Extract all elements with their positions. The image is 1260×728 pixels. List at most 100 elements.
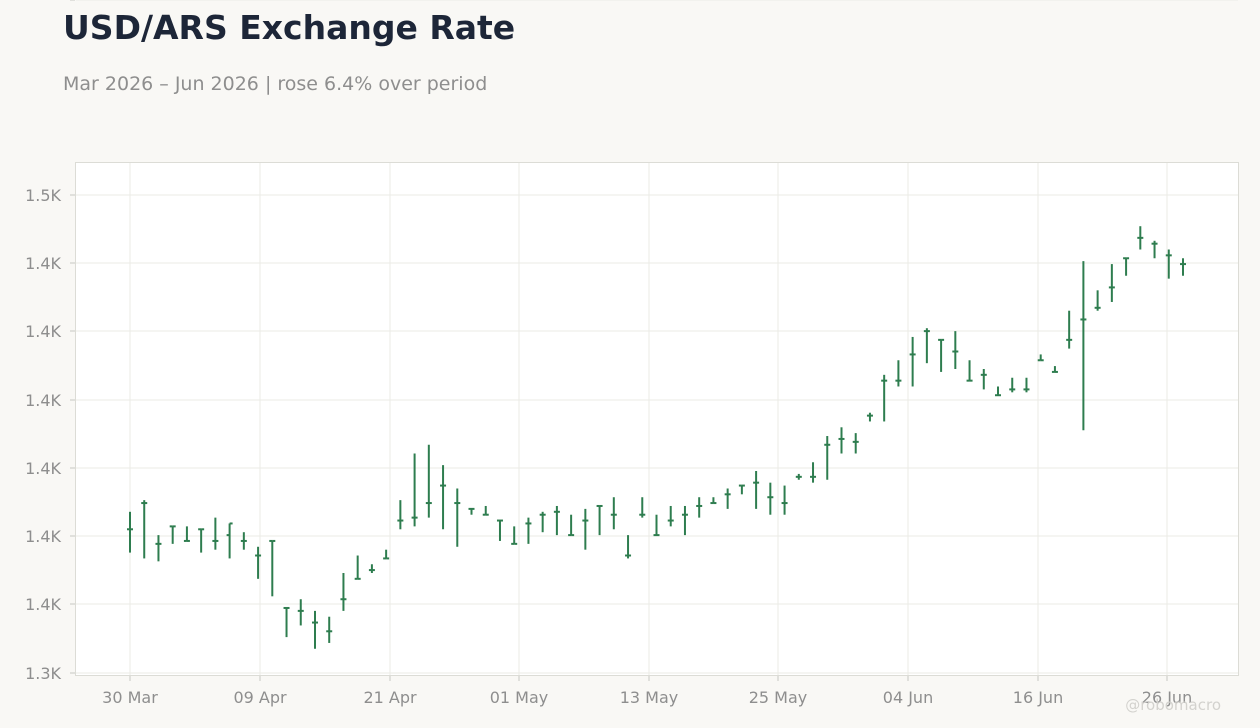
ohlc-candle — [681, 505, 688, 536]
ohlc-candle — [596, 504, 603, 536]
ohlc-candle — [212, 517, 219, 550]
candles — [127, 226, 1186, 649]
ohlc-candle — [169, 525, 176, 544]
ohlc-candle — [952, 331, 959, 369]
ohlc-candle — [909, 336, 916, 387]
ohlc-candle — [1023, 377, 1030, 393]
ohlc-candle — [625, 535, 632, 559]
ohlc-candle — [852, 433, 859, 454]
ohlc-candle — [738, 484, 745, 495]
ohlc-candle — [539, 511, 546, 533]
ohlc-candle — [795, 473, 802, 480]
ohlc-candle — [881, 374, 888, 422]
ohlc-candle — [297, 599, 304, 626]
ohlc-candle — [198, 528, 205, 553]
ohlc-candle — [141, 500, 148, 559]
ohlc-candle — [938, 338, 945, 372]
x-tick-label: 04 Jun — [883, 688, 933, 707]
ohlc-candle — [1137, 226, 1144, 250]
y-tick-label: 1.4K — [25, 322, 61, 341]
y-axis: 1.3K 1.4K 1.4K 1.4K 1.4K 1.4K 1.4K 1.5K 1.5K — [25, 0, 75, 683]
y-tick-label: 1.5K — [25, 186, 61, 205]
ohlc-candle — [653, 514, 660, 537]
ohlc-candle — [1080, 261, 1087, 431]
ohlc-candle — [995, 386, 1002, 397]
ohlc-candle — [838, 427, 845, 454]
ohlc-candle — [895, 360, 902, 387]
ohlc-candle — [255, 546, 262, 579]
ohlc-candle — [1037, 354, 1044, 362]
y-tick-label: 1.5K — [25, 0, 61, 4]
y-tick-label: 1.4K — [25, 459, 61, 478]
ohlc-candle — [1151, 240, 1158, 259]
ohlc-candle — [269, 539, 276, 597]
chart-title: USD/ARS Exchange Rate — [63, 8, 516, 47]
ohlc-candle — [1066, 310, 1073, 349]
y-tick-label: 1.4K — [25, 527, 61, 546]
ohlc-candle — [1123, 257, 1130, 276]
ohlc-candle — [639, 497, 646, 518]
ohlc-candle — [425, 444, 432, 518]
grid-lines — [76, 0, 1238, 675]
ohlc-candle — [482, 505, 489, 516]
x-tick-label: 30 Mar — [102, 688, 158, 707]
ohlc-candle — [568, 514, 575, 537]
x-tick-label: 21 Apr — [363, 688, 417, 707]
chart-subtitle: Mar 2026 – Jun 2026 | rose 6.4% over per… — [63, 73, 488, 95]
ohlc-candle — [525, 517, 532, 544]
ohlc-candle — [240, 532, 247, 550]
plot-area — [75, 162, 1239, 676]
ohlc-candle — [1051, 366, 1058, 373]
ohlc-candle — [511, 526, 518, 545]
ohlc-candle — [724, 488, 731, 509]
ohlc-candle — [866, 412, 873, 422]
ohlc-candle — [810, 462, 817, 483]
ohlc-candle — [1009, 377, 1016, 393]
y-tick-label: 1.3K — [25, 664, 61, 683]
ohlc-candle — [496, 519, 503, 541]
ohlc-candle — [440, 465, 447, 530]
x-tick-label: 25 May — [749, 688, 808, 707]
ohlc-candle — [553, 505, 560, 536]
ohlc-candle — [1094, 290, 1101, 311]
ohlc-candle — [667, 505, 674, 527]
ohlc-candle — [311, 610, 318, 649]
ohlc-candle — [326, 616, 333, 643]
ohlc-candle — [966, 360, 973, 382]
ohlc-candle — [980, 369, 987, 390]
ohlc-candle — [383, 549, 390, 560]
ohlc-candle — [454, 488, 461, 547]
watermark: @robomacro — [1125, 696, 1221, 714]
ohlc-candle — [226, 522, 233, 559]
ohlc-candle — [354, 555, 361, 580]
ohlc-candle — [610, 497, 617, 530]
ohlc-candle — [696, 497, 703, 518]
ohlc-candle — [368, 564, 375, 573]
ohlc-candle — [824, 436, 831, 480]
x-tick-label: 09 Apr — [233, 688, 287, 707]
ohlc-candle — [710, 497, 717, 505]
ohlc-candle — [1180, 258, 1186, 276]
ohlc-candle — [753, 471, 760, 509]
ohlc-candle — [155, 535, 162, 562]
x-tick-label: 13 May — [620, 688, 679, 707]
ohlc-candle — [127, 511, 133, 553]
ohlc-candle — [923, 328, 930, 364]
y-tick-label: 1.4K — [25, 391, 61, 410]
ohlc-candle — [767, 482, 774, 515]
x-tick-label: 01 May — [490, 688, 549, 707]
x-axis: 30 Mar 09 Apr 21 Apr 01 May 13 May 25 May 04 J… — [102, 676, 1192, 707]
ohlc-candle — [183, 526, 190, 542]
ohlc-candle — [340, 573, 347, 611]
y-tick-label: 1.4K — [25, 595, 61, 614]
ohlc-candle — [468, 507, 475, 515]
y-tick-label: 1.4K — [25, 254, 61, 273]
ohlc-candle — [1108, 264, 1115, 302]
ohlc-candle — [411, 453, 418, 527]
ohlc-candle — [582, 508, 589, 550]
x-tick-label: 26 Jun — [1142, 688, 1192, 707]
ohlc-candle — [781, 485, 788, 515]
ohlc-candle — [1165, 249, 1172, 279]
ohlc-candle — [283, 606, 290, 638]
